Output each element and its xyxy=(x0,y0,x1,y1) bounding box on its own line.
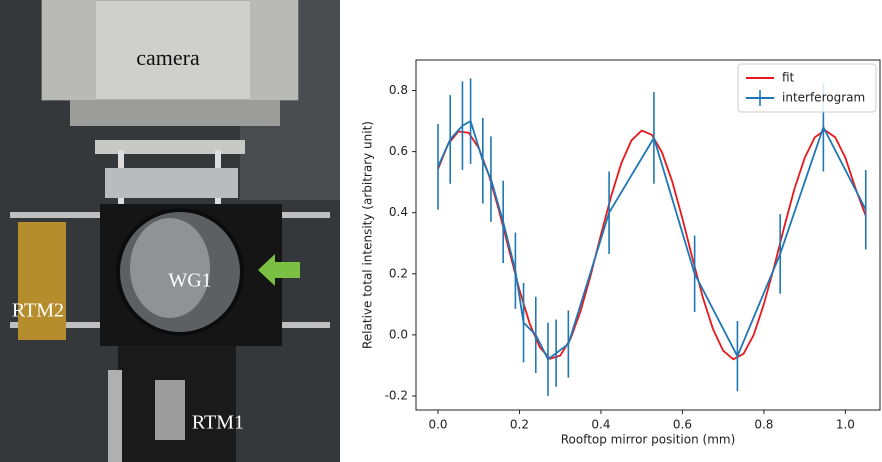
camera-side xyxy=(42,0,96,100)
legend-label: interferogram xyxy=(782,91,865,105)
micrometer xyxy=(108,370,122,462)
y-tick-label: 0.0 xyxy=(389,327,408,341)
y-tick-label: 0.6 xyxy=(389,144,408,158)
series-line xyxy=(437,119,867,361)
rtm2-mount xyxy=(18,222,66,340)
y-tick-label: 0.2 xyxy=(389,266,408,280)
optic xyxy=(130,218,210,318)
y-tick-label: -0.2 xyxy=(385,388,408,402)
x-tick-label: 0.0 xyxy=(428,418,447,432)
mirror-holder xyxy=(155,380,185,440)
aluminium-block xyxy=(105,168,238,198)
legend-box xyxy=(737,63,877,113)
arrow xyxy=(258,254,300,286)
y-axis-label: Relative total intensity (arbitrary unit… xyxy=(361,121,375,349)
camera-base xyxy=(70,100,280,126)
photo-label: camera xyxy=(136,45,200,70)
y-tick-label: 0.4 xyxy=(389,205,408,219)
x-axis-label: Rooftop mirror position (mm) xyxy=(561,433,736,447)
photo-label: RTM2 xyxy=(12,300,64,322)
x-tick-label: 0.6 xyxy=(673,418,692,432)
photo-label: WG1 xyxy=(168,270,211,292)
x-tick-label: 0.8 xyxy=(754,418,773,432)
x-tick-label: 0.2 xyxy=(510,418,529,432)
photo-label: RTM1 xyxy=(192,412,244,434)
camera-side xyxy=(250,0,298,100)
x-tick-label: 0.4 xyxy=(591,418,610,432)
plot-frame xyxy=(415,59,881,411)
plate xyxy=(95,140,245,154)
legend-label: fit xyxy=(782,71,795,85)
y-tick-label: 0.8 xyxy=(389,83,408,97)
photo: camera WG1 RTM2 RTM1 xyxy=(0,0,340,462)
series-line xyxy=(437,129,867,361)
x-tick-label: 1.0 xyxy=(836,418,855,432)
